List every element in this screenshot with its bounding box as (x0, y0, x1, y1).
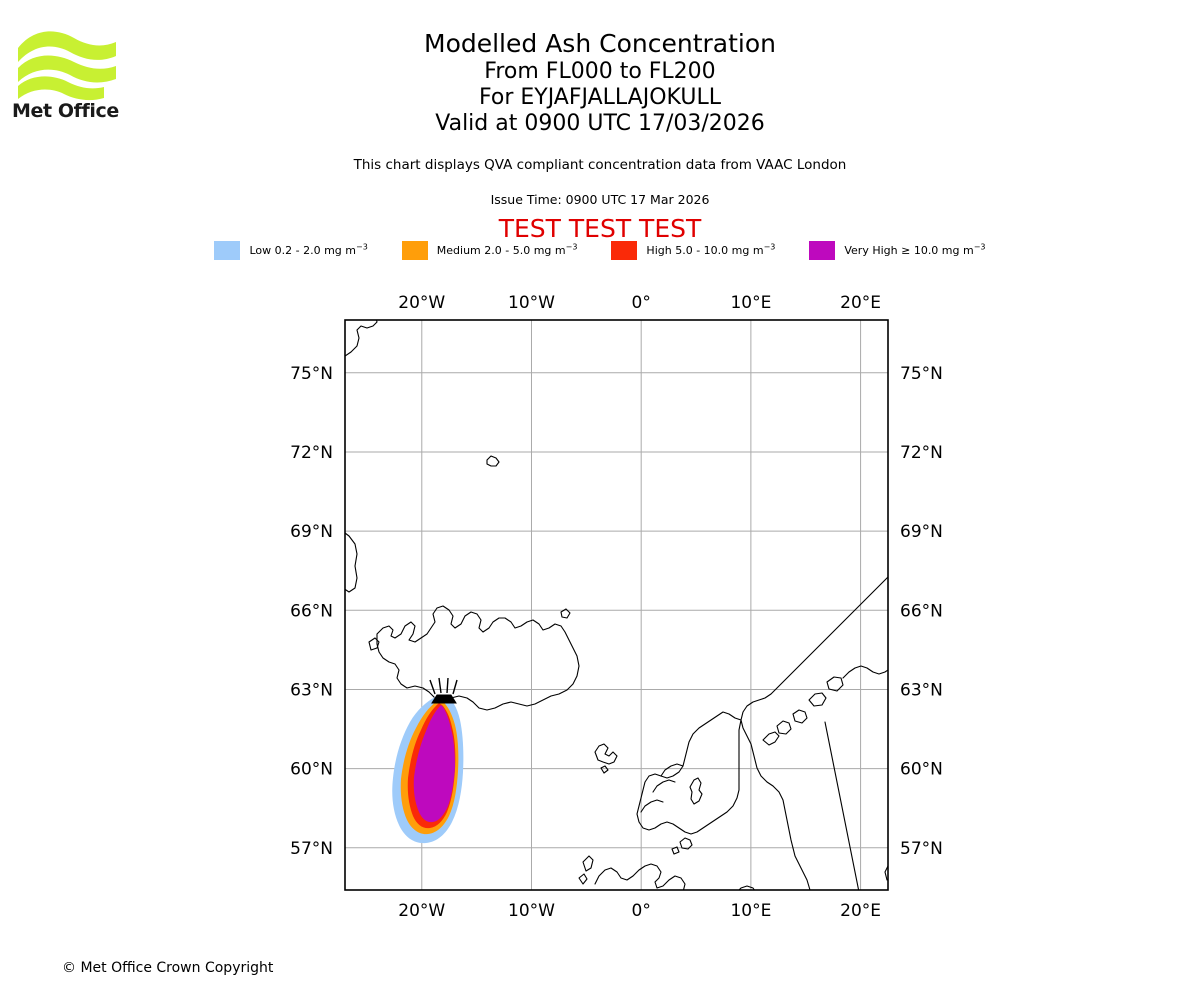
coastline-n-europe (785, 916, 815, 922)
coastline-hebrides-2 (578, 873, 588, 885)
coastline-norway-north-coast (842, 665, 888, 679)
tick-label-lat-left: 69°N (290, 522, 333, 542)
legend-medium: Medium 2.0 - 5.0 mg m−3 (401, 241, 578, 260)
tick-label-lon-top: 10°E (730, 293, 771, 313)
tick-label-lat-left: 60°N (290, 760, 333, 780)
tick-label-lon-top: 0° (632, 293, 651, 313)
tick-label-lat-left: 66°N (290, 601, 333, 621)
coastline-lofoten-2 (776, 720, 792, 735)
axis-ticks-top: 20°W 10°W 0° 10°E 20°E (398, 293, 881, 313)
legend-medium-swatch (401, 241, 428, 260)
tick-label-lat-left: 72°N (290, 443, 333, 463)
tick-label-lat-left: 57°N (290, 839, 333, 859)
coastline-greenland (345, 320, 378, 358)
coastline-greenland-cape (265, 720, 283, 746)
coastline-hebrides-3 (579, 889, 581, 890)
tick-label-lon-bottom: 20°W (398, 901, 445, 921)
title-volcano: For EYJAFJALLAJOKULL (479, 85, 721, 110)
tick-label-lon-top: 20°E (840, 293, 881, 313)
coastline-scotland (594, 863, 686, 890)
map-graticule (345, 320, 888, 890)
coastline-norway-islet-n2 (921, 638, 931, 647)
tick-label-lon-top: 10°W (508, 293, 555, 313)
axis-ticks-bottom: 20°W 10°W 0° 10°E 20°E (398, 901, 881, 921)
copyright-notice: © Met Office Crown Copyright (62, 960, 274, 976)
coastline-greenland-scoresby (265, 466, 289, 488)
map-frame (344, 319, 889, 891)
coastline-norway-fjord2 (652, 779, 676, 793)
coastline-denmark (738, 885, 755, 890)
coastline-norway-islands-north2 (826, 676, 844, 692)
coastline-shetland (689, 777, 703, 805)
coastline-greenland-islet-1 (355, 302, 366, 313)
coastline-orkney (679, 837, 693, 850)
title-block: Modelled Ash Concentration From FL000 to… (0, 28, 1200, 137)
legend-high-swatch (611, 241, 638, 260)
tick-label-lat-right: 60°N (900, 760, 943, 780)
coastline-norway-islet-n1 (905, 648, 915, 657)
test-banner: TEST TEST TEST (498, 214, 702, 243)
coastline-lofoten-1 (762, 731, 780, 746)
legend-very-high-label: Very High ≥ 10.0 mg m−3 (844, 242, 986, 257)
issue-time: Issue Time: 0900 UTC 17 Mar 2026 (490, 192, 710, 207)
page-title: Modelled Ash Concentration (424, 29, 776, 58)
legend-high: High 5.0 - 10.0 mg m−3 (611, 241, 775, 260)
met-office-wordmark: Met Office (12, 100, 119, 122)
ash-contour-very-high (413, 705, 455, 823)
coastline-norway-islands-north (808, 692, 827, 707)
tick-label-lat-left: 63°N (290, 680, 333, 700)
coastline-skye (593, 902, 603, 914)
ash-concentration-map: 20°W 10°W 0° 10°E 20°E 20°W 10°W 0° 10°E 20°E 75… (265, 282, 965, 922)
met-office-logo: Met Office (12, 22, 132, 122)
tick-label-lat-right: 66°N (900, 601, 943, 621)
axis-ticks-left: 75°N 72°N 69°N 66°N 63°N 60°N 57°N (290, 364, 333, 859)
tick-label-lat-right: 63°N (900, 680, 943, 700)
coastline-oland (884, 864, 888, 881)
qva-note: This chart displays QVA compliant concen… (353, 157, 847, 173)
ash-plume-contours (392, 695, 464, 844)
coastline-norway-fjord3 (640, 799, 664, 813)
tick-label-lon-bottom: 20°E (840, 901, 881, 921)
legend-very-high: Very High ≥ 10.0 mg m−3 (809, 241, 986, 260)
title-valid-time: Valid at 0900 UTC 17/03/2026 (435, 111, 765, 136)
coastline-hebrides-1 (582, 855, 594, 872)
coastline-sweden (824, 721, 860, 890)
tick-label-lon-bottom: 10°E (730, 901, 771, 921)
title-flight-levels: From FL000 to FL200 (484, 59, 716, 84)
tick-label-lat-right: 75°N (900, 364, 943, 384)
tick-label-lon-top: 20°W (398, 293, 445, 313)
legend-very-high-swatch (809, 241, 836, 260)
met-office-waves-icon (18, 31, 116, 101)
volcano-symbol (429, 677, 458, 704)
tick-label-lon-bottom: 10°W (508, 901, 555, 921)
coastline-greenland-lower (265, 680, 289, 704)
coastline-jan-mayen (486, 455, 500, 467)
legend-medium-label: Medium 2.0 - 5.0 mg m−3 (436, 242, 578, 257)
coastline-orkney-2 (671, 846, 680, 855)
legend-low-label: Low 0.2 - 2.0 mg m−3 (249, 242, 368, 257)
tick-label-lat-right: 57°N (900, 839, 943, 859)
concentration-legend: Low 0.2 - 2.0 mg m−3 Medium 2.0 - 5.0 mg… (0, 241, 1200, 260)
legend-high-label: High 5.0 - 10.0 mg m−3 (646, 242, 776, 257)
legend-low: Low 0.2 - 2.0 mg m−3 (214, 241, 368, 260)
coastline-norway-west (636, 711, 742, 835)
coastline-norway (740, 576, 888, 890)
coastline-faroes (594, 743, 618, 765)
tick-label-lat-right: 69°N (900, 522, 943, 542)
coastline-iceland-islet (560, 608, 571, 619)
coastline-faroes-small (600, 765, 609, 774)
coastline-iceland-westfjord-1 (368, 637, 380, 651)
axis-ticks-right: 75°N 72°N 69°N 66°N 63°N 60°N 57°N (900, 364, 943, 859)
coastline-norway-fjords (660, 763, 684, 777)
legend-low-swatch (214, 241, 241, 260)
tick-label-lon-bottom: 0° (632, 901, 651, 921)
tick-label-lat-right: 72°N (900, 443, 943, 463)
coastline-lofoten-3 (792, 709, 808, 724)
tick-label-lat-left: 75°N (290, 364, 333, 384)
